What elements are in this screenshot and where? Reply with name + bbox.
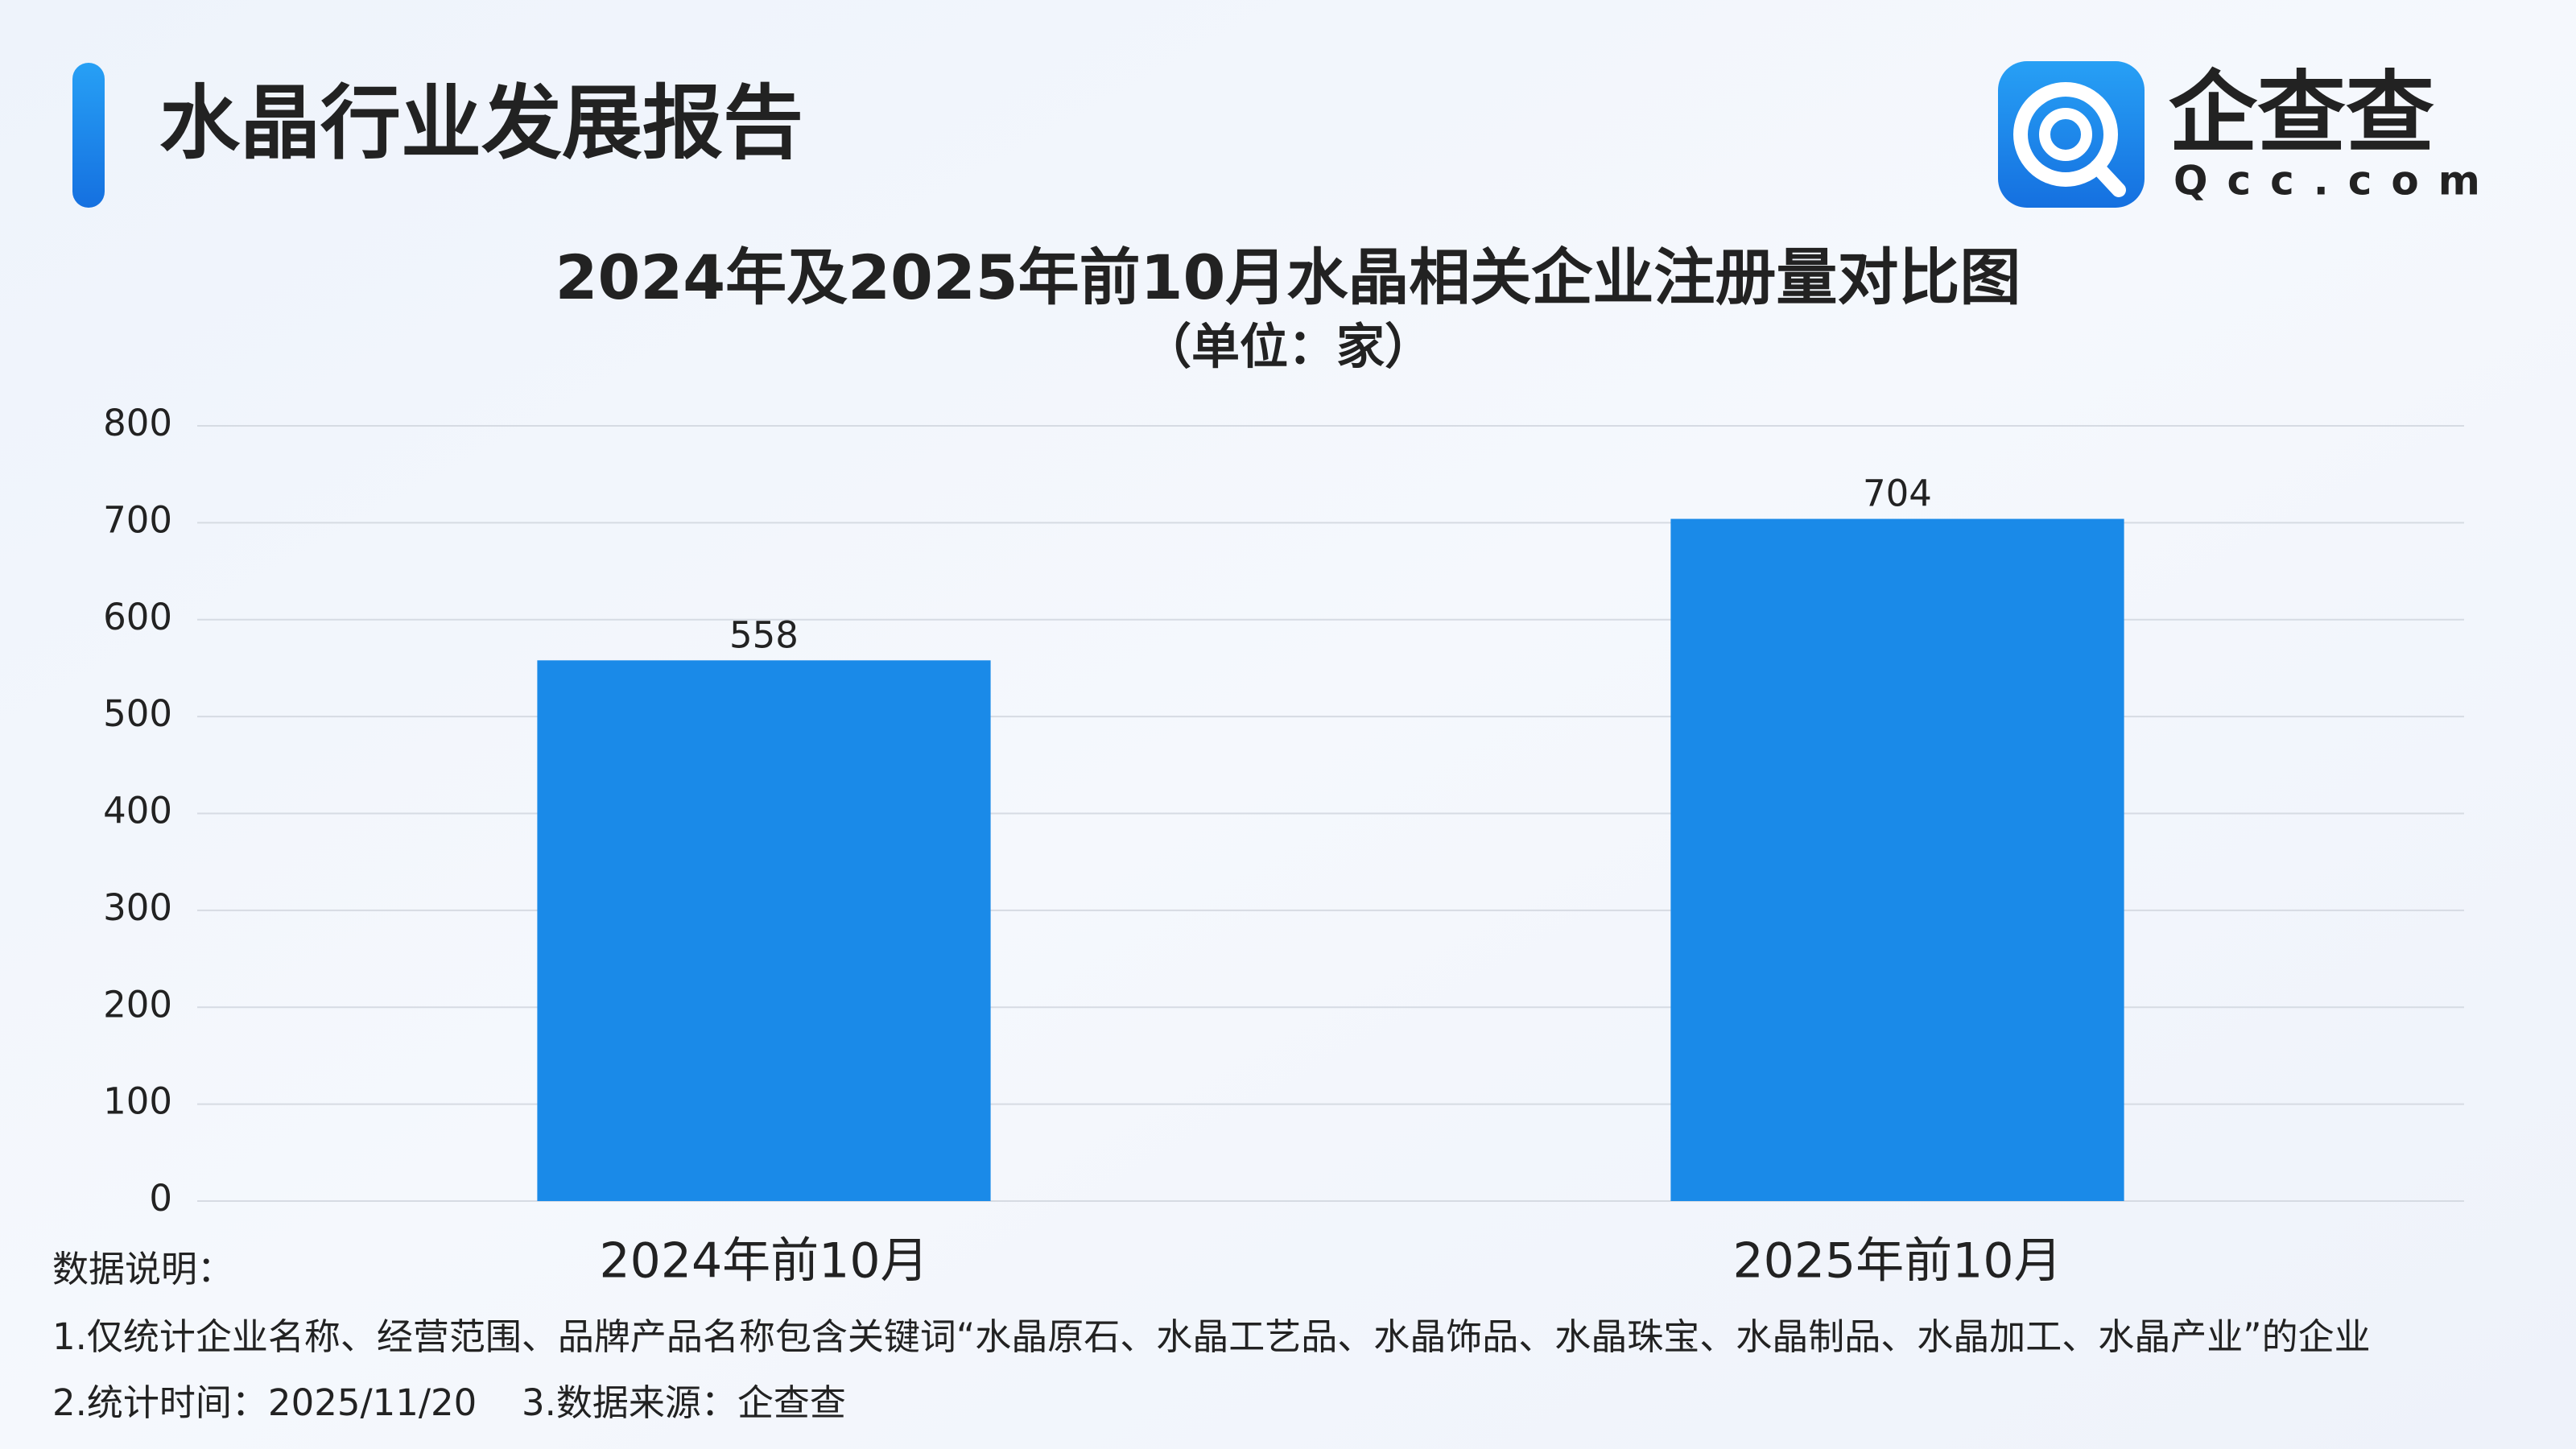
y-tick-label: 800 bbox=[103, 402, 172, 444]
x-tick-label: 2024年前10月 bbox=[599, 1233, 928, 1290]
plot: 0 100 200 300 400 500 600 700 800 2024年前10月 558 202… bbox=[103, 402, 2464, 1290]
y-tick-label: 400 bbox=[103, 790, 172, 832]
y-tick-label: 700 bbox=[103, 498, 172, 541]
y-tick-label: 300 bbox=[103, 886, 172, 929]
y-tick-label: 0 bbox=[149, 1177, 172, 1220]
logo-domain: Qcc.com bbox=[2174, 158, 2500, 204]
bar bbox=[1670, 518, 2124, 1201]
note-line: 1.仅统计企业名称、经营范围、品牌产品名称包含关键词“水晶原石、水晶工艺品、水晶… bbox=[52, 1315, 2371, 1358]
x-tick-label: 2025年前10月 bbox=[1732, 1233, 2062, 1290]
value-label: 704 bbox=[1863, 473, 1932, 515]
notes-heading: 数据说明： bbox=[52, 1248, 233, 1290]
chart-subtitle: （单位：家） bbox=[1143, 320, 1433, 376]
logo-name: 企查查 bbox=[2169, 61, 2434, 164]
value-label: 558 bbox=[729, 613, 799, 656]
chart-title: 2024年及2025年前10月水晶相关企业注册量对比图 bbox=[555, 242, 2021, 313]
bar bbox=[537, 660, 991, 1201]
note-line: 3.数据来源：企查查 bbox=[522, 1381, 846, 1424]
accent-bar bbox=[72, 63, 105, 208]
y-tick-label: 600 bbox=[103, 596, 172, 638]
logo-icon bbox=[1998, 61, 2145, 208]
y-tick-label: 200 bbox=[103, 983, 172, 1026]
note-line: 2.统计时间：2025/11/20 bbox=[52, 1381, 477, 1424]
y-tick-label: 500 bbox=[103, 692, 172, 735]
y-tick-label: 100 bbox=[103, 1080, 172, 1123]
header-title: 水晶行业发展报告 bbox=[159, 76, 803, 170]
